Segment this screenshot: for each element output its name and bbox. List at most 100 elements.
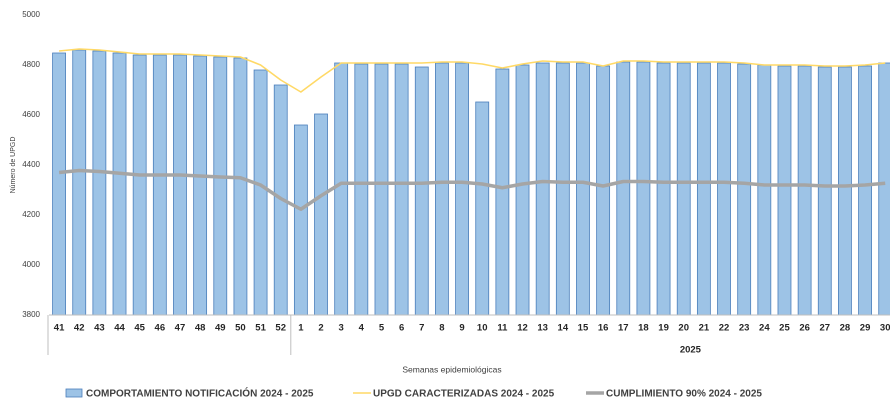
bar [475, 101, 490, 316]
bar [52, 52, 66, 316]
bar [878, 62, 890, 316]
bar [555, 62, 570, 316]
bar [596, 65, 611, 316]
x-tick-label: 50 [235, 323, 246, 334]
line [58, 168, 886, 211]
x-tick-label: 1 [298, 323, 304, 334]
bar [858, 65, 872, 316]
x-tick-label: 9 [459, 323, 464, 334]
bar [535, 62, 550, 316]
x-tick-label: 46 [155, 323, 166, 334]
x-tick-label: 52 [275, 323, 286, 334]
x-tick-label: 20 [678, 323, 689, 334]
x-tick-label: 26 [799, 323, 810, 334]
x-tick-label: 14 [558, 323, 569, 334]
x-tick-label: 49 [215, 323, 226, 334]
bar [253, 69, 268, 316]
x-tick-label: 10 [477, 323, 488, 334]
bar [173, 54, 187, 316]
bar [293, 124, 308, 316]
x-tick-label: 22 [719, 323, 730, 334]
bar [636, 61, 651, 316]
x-tick-label: 12 [517, 323, 528, 334]
x-tick-label: 24 [759, 323, 770, 334]
x-tick-label: 4 [359, 323, 365, 334]
x-tick-label: 30 [880, 323, 890, 334]
bar [777, 65, 792, 316]
bar [495, 68, 510, 316]
x-tick-label: 16 [598, 323, 609, 334]
bar [757, 64, 772, 316]
x-tick-label: 18 [638, 323, 649, 334]
x-tick-label: 19 [658, 323, 669, 334]
bar [717, 62, 731, 316]
bar [435, 62, 449, 316]
x-tick-label: 2 [318, 323, 323, 334]
x-tick-label: 8 [439, 323, 444, 334]
x-tick-label: 51 [255, 323, 266, 334]
x-tick-label: 48 [195, 323, 206, 334]
x-tick-label: 17 [618, 323, 629, 334]
y-tick-label: 4400 [22, 160, 40, 169]
bar [455, 62, 469, 316]
bar [616, 61, 631, 316]
x-tick-label: 23 [739, 323, 750, 334]
bar [112, 52, 127, 316]
bar [193, 55, 208, 316]
x-tick-label: 45 [134, 323, 145, 334]
y-tick-label: 4600 [22, 110, 40, 119]
bar [314, 113, 328, 316]
x-tick-label: 25 [779, 323, 790, 334]
legend-label: COMPORTAMIENTO NOTIFICACIÓN 2024 - 2025 [86, 387, 314, 400]
x-tick-label: 41 [54, 323, 65, 334]
bar [656, 62, 671, 316]
x-tick-label: 43 [94, 323, 105, 334]
x-tick-label: 28 [840, 323, 851, 334]
bar [92, 50, 107, 316]
group-label: 2025 [680, 345, 702, 356]
bar [354, 63, 369, 316]
bar [817, 66, 832, 316]
legend-label: CUMPLIMIENTO 90% 2024 - 2025 [606, 389, 762, 400]
y-tick-label: 3800 [22, 310, 40, 319]
legend-swatch [65, 388, 83, 398]
bar [213, 56, 228, 316]
bar [696, 62, 711, 316]
x-tick-label: 47 [175, 323, 186, 334]
legend-label: UPGD CARACTERIZADAS 2024 - 2025 [373, 389, 555, 400]
y-axis-title: Número de UPGD [10, 137, 17, 194]
bar [394, 63, 409, 316]
x-tick-label: 21 [699, 323, 710, 334]
bar [233, 57, 248, 316]
bar [676, 62, 691, 316]
y-tick-label: 5000 [22, 10, 40, 19]
bar [72, 49, 87, 316]
bar [152, 54, 167, 316]
x-tick-label: 5 [379, 323, 385, 334]
x-tick-label: 13 [537, 323, 548, 334]
x-tick-label: 7 [419, 323, 424, 334]
bar [334, 62, 349, 316]
bar [737, 63, 752, 316]
x-tick-label: 42 [74, 323, 85, 334]
line [58, 48, 886, 93]
x-tick-label: 11 [497, 323, 508, 334]
bar [414, 66, 429, 316]
y-tick-label: 4200 [22, 210, 40, 219]
bar [132, 54, 147, 316]
bar [374, 63, 389, 316]
y-tick-label: 4000 [22, 260, 40, 269]
x-tick-label: 44 [114, 323, 125, 334]
x-tick-label: 15 [578, 323, 589, 334]
x-axis-title: Semanas epidemiológicas [402, 364, 501, 374]
x-tick-label: 6 [399, 323, 404, 334]
bar [576, 62, 590, 316]
y-tick-label: 4800 [22, 60, 40, 69]
x-tick-label: 3 [339, 323, 344, 334]
x-tick-label: 29 [860, 323, 871, 334]
x-tick-label: 27 [819, 323, 830, 334]
bar [515, 64, 530, 316]
bar [838, 66, 852, 316]
bar [797, 65, 812, 316]
